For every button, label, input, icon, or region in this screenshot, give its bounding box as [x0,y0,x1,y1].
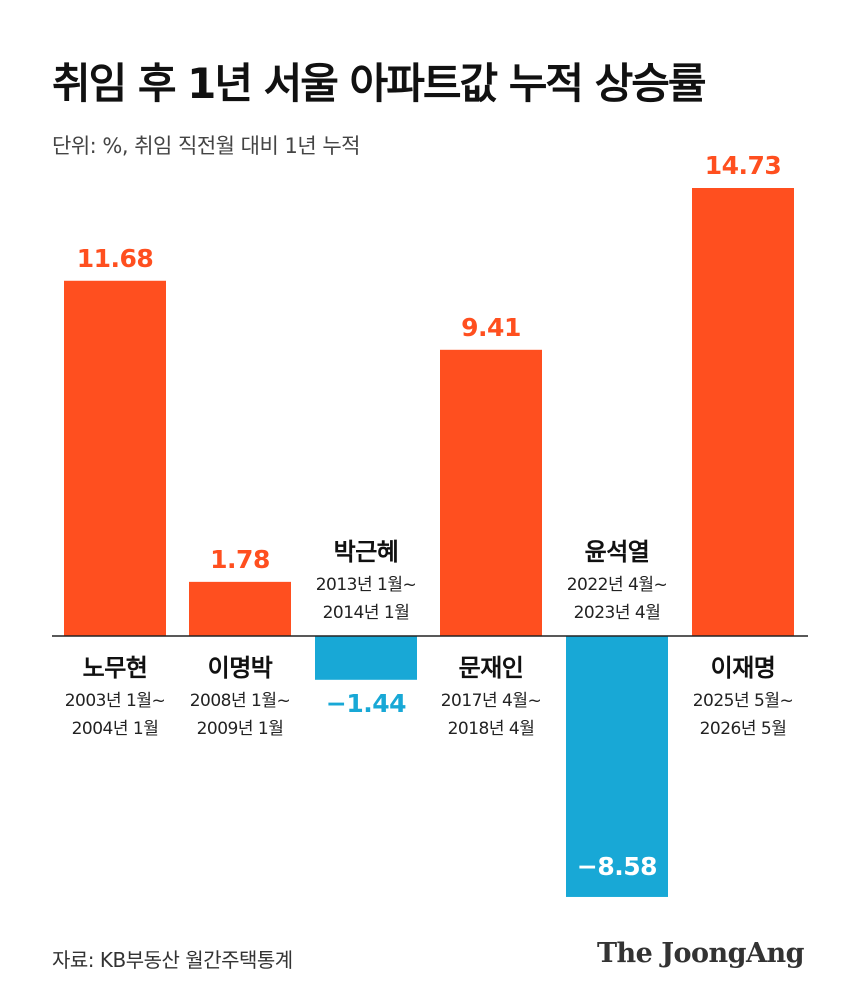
period-label: 2003년 1월~ [65,691,166,711]
period-label: 2026년 5월 [700,719,787,739]
chart-title: 취임 후 1년 서울 아파트값 누적 상승률 [52,59,707,108]
category-label: 이재명 [711,654,776,682]
bar [566,636,668,897]
value-label: 11.68 [77,244,154,273]
period-label: 2014년 1월 [323,603,410,623]
brand-logo: The JoongAng [596,938,805,969]
bar [64,280,166,636]
value-label: 1.78 [210,545,270,574]
category-label: 노무현 [83,654,148,682]
period-label: 2004년 1월 [72,719,159,739]
category-label: 박근혜 [334,538,399,566]
period-label: 2025년 5월~ [693,691,794,711]
period-label: 2017년 4월~ [441,691,542,711]
source-note: 자료: KB부동산 월간주택통계 [52,948,293,972]
bar [692,188,794,636]
value-label: −1.44 [326,689,406,718]
value-label: 9.41 [461,313,521,342]
period-label: 2018년 4월 [448,719,535,739]
period-label: 2022년 4월~ [567,575,668,595]
category-label: 이명박 [208,654,273,682]
period-label: 2023년 4월 [574,603,661,623]
category-label: 문재인 [459,654,524,682]
value-label: −8.58 [577,852,657,881]
value-label: 14.73 [705,151,782,180]
bar [440,349,542,636]
category-label: 윤석열 [585,538,650,566]
period-label: 2013년 1월~ [316,575,417,595]
bar [315,636,417,680]
chart-subtitle: 단위: %, 취임 직전월 대비 1년 누적 [52,134,360,158]
bar [189,581,291,636]
period-label: 2009년 1월 [197,719,284,739]
period-label: 2008년 1월~ [190,691,291,711]
